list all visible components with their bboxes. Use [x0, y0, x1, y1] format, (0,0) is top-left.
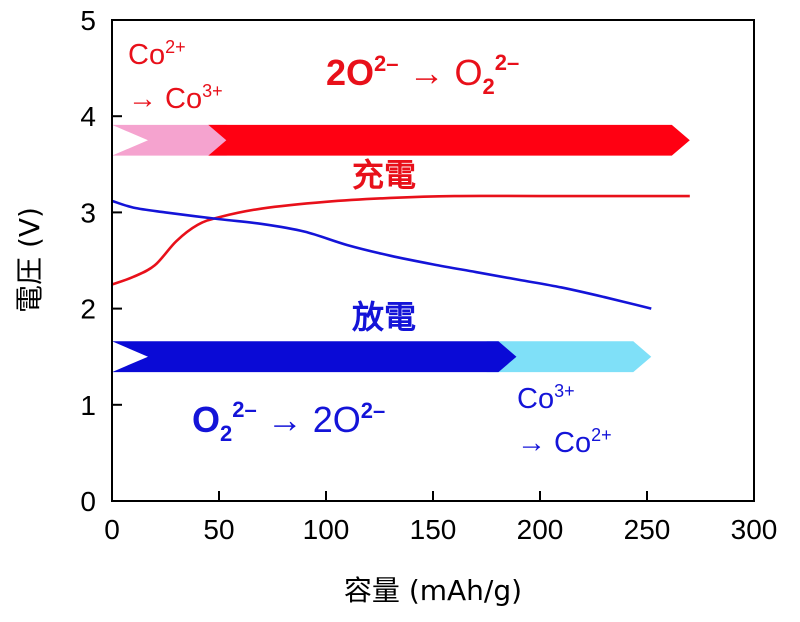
y-tick-label-2: 2 — [80, 294, 96, 325]
x-axis-title: 容量 (mAh/g) — [344, 574, 522, 607]
oxy-discharge-annotation: O22– → 2O2– — [192, 397, 385, 446]
x-tick-label-2: 100 — [303, 514, 350, 545]
band-1-segment-0 — [486, 341, 652, 373]
y-tick-label-0: 0 — [80, 486, 96, 517]
x-tick-label-1: 50 — [203, 514, 234, 545]
series-line-0 — [111, 194, 690, 286]
band-0-segment-0 — [112, 124, 245, 156]
series-line-1 — [111, 199, 652, 310]
y-tick-label-1: 1 — [80, 390, 96, 421]
co-discharge-annotation-line1: Co3+ — [517, 381, 575, 415]
x-tick-label-3: 150 — [410, 514, 457, 545]
x-tick-label-4: 200 — [517, 514, 564, 545]
y-tick-label-4: 4 — [80, 101, 96, 132]
y-tick-label-3: 3 — [80, 197, 96, 228]
axis-ticks: 0 50 100 150 200 250 300 0 1 2 3 4 5 — [80, 5, 777, 545]
band-1-left-notch — [112, 341, 148, 373]
y-tick-label-5: 5 — [80, 5, 96, 36]
oxy-charge-annotation: 2O2– → O22– — [326, 50, 519, 99]
band-0-segment-1 — [208, 124, 690, 156]
y-axis-title: 電圧 (V) — [13, 207, 46, 313]
co-charge-annotation-line1: Co2+ — [128, 37, 186, 71]
x-tick-label-6: 300 — [731, 514, 778, 545]
x-tick-label-0: 0 — [104, 514, 120, 545]
band-1-segment-1 — [112, 341, 517, 373]
band-0-left-notch — [112, 124, 148, 156]
co-discharge-annotation-line2: → Co2+ — [517, 425, 612, 459]
co-charge-annotation-line2: → Co3+ — [128, 81, 223, 115]
x-tick-label-5: 250 — [624, 514, 671, 545]
discharge-label: 放電 — [352, 298, 416, 336]
curves — [111, 194, 690, 310]
reaction-bands — [112, 124, 690, 373]
charge-label: 充電 — [352, 156, 416, 194]
